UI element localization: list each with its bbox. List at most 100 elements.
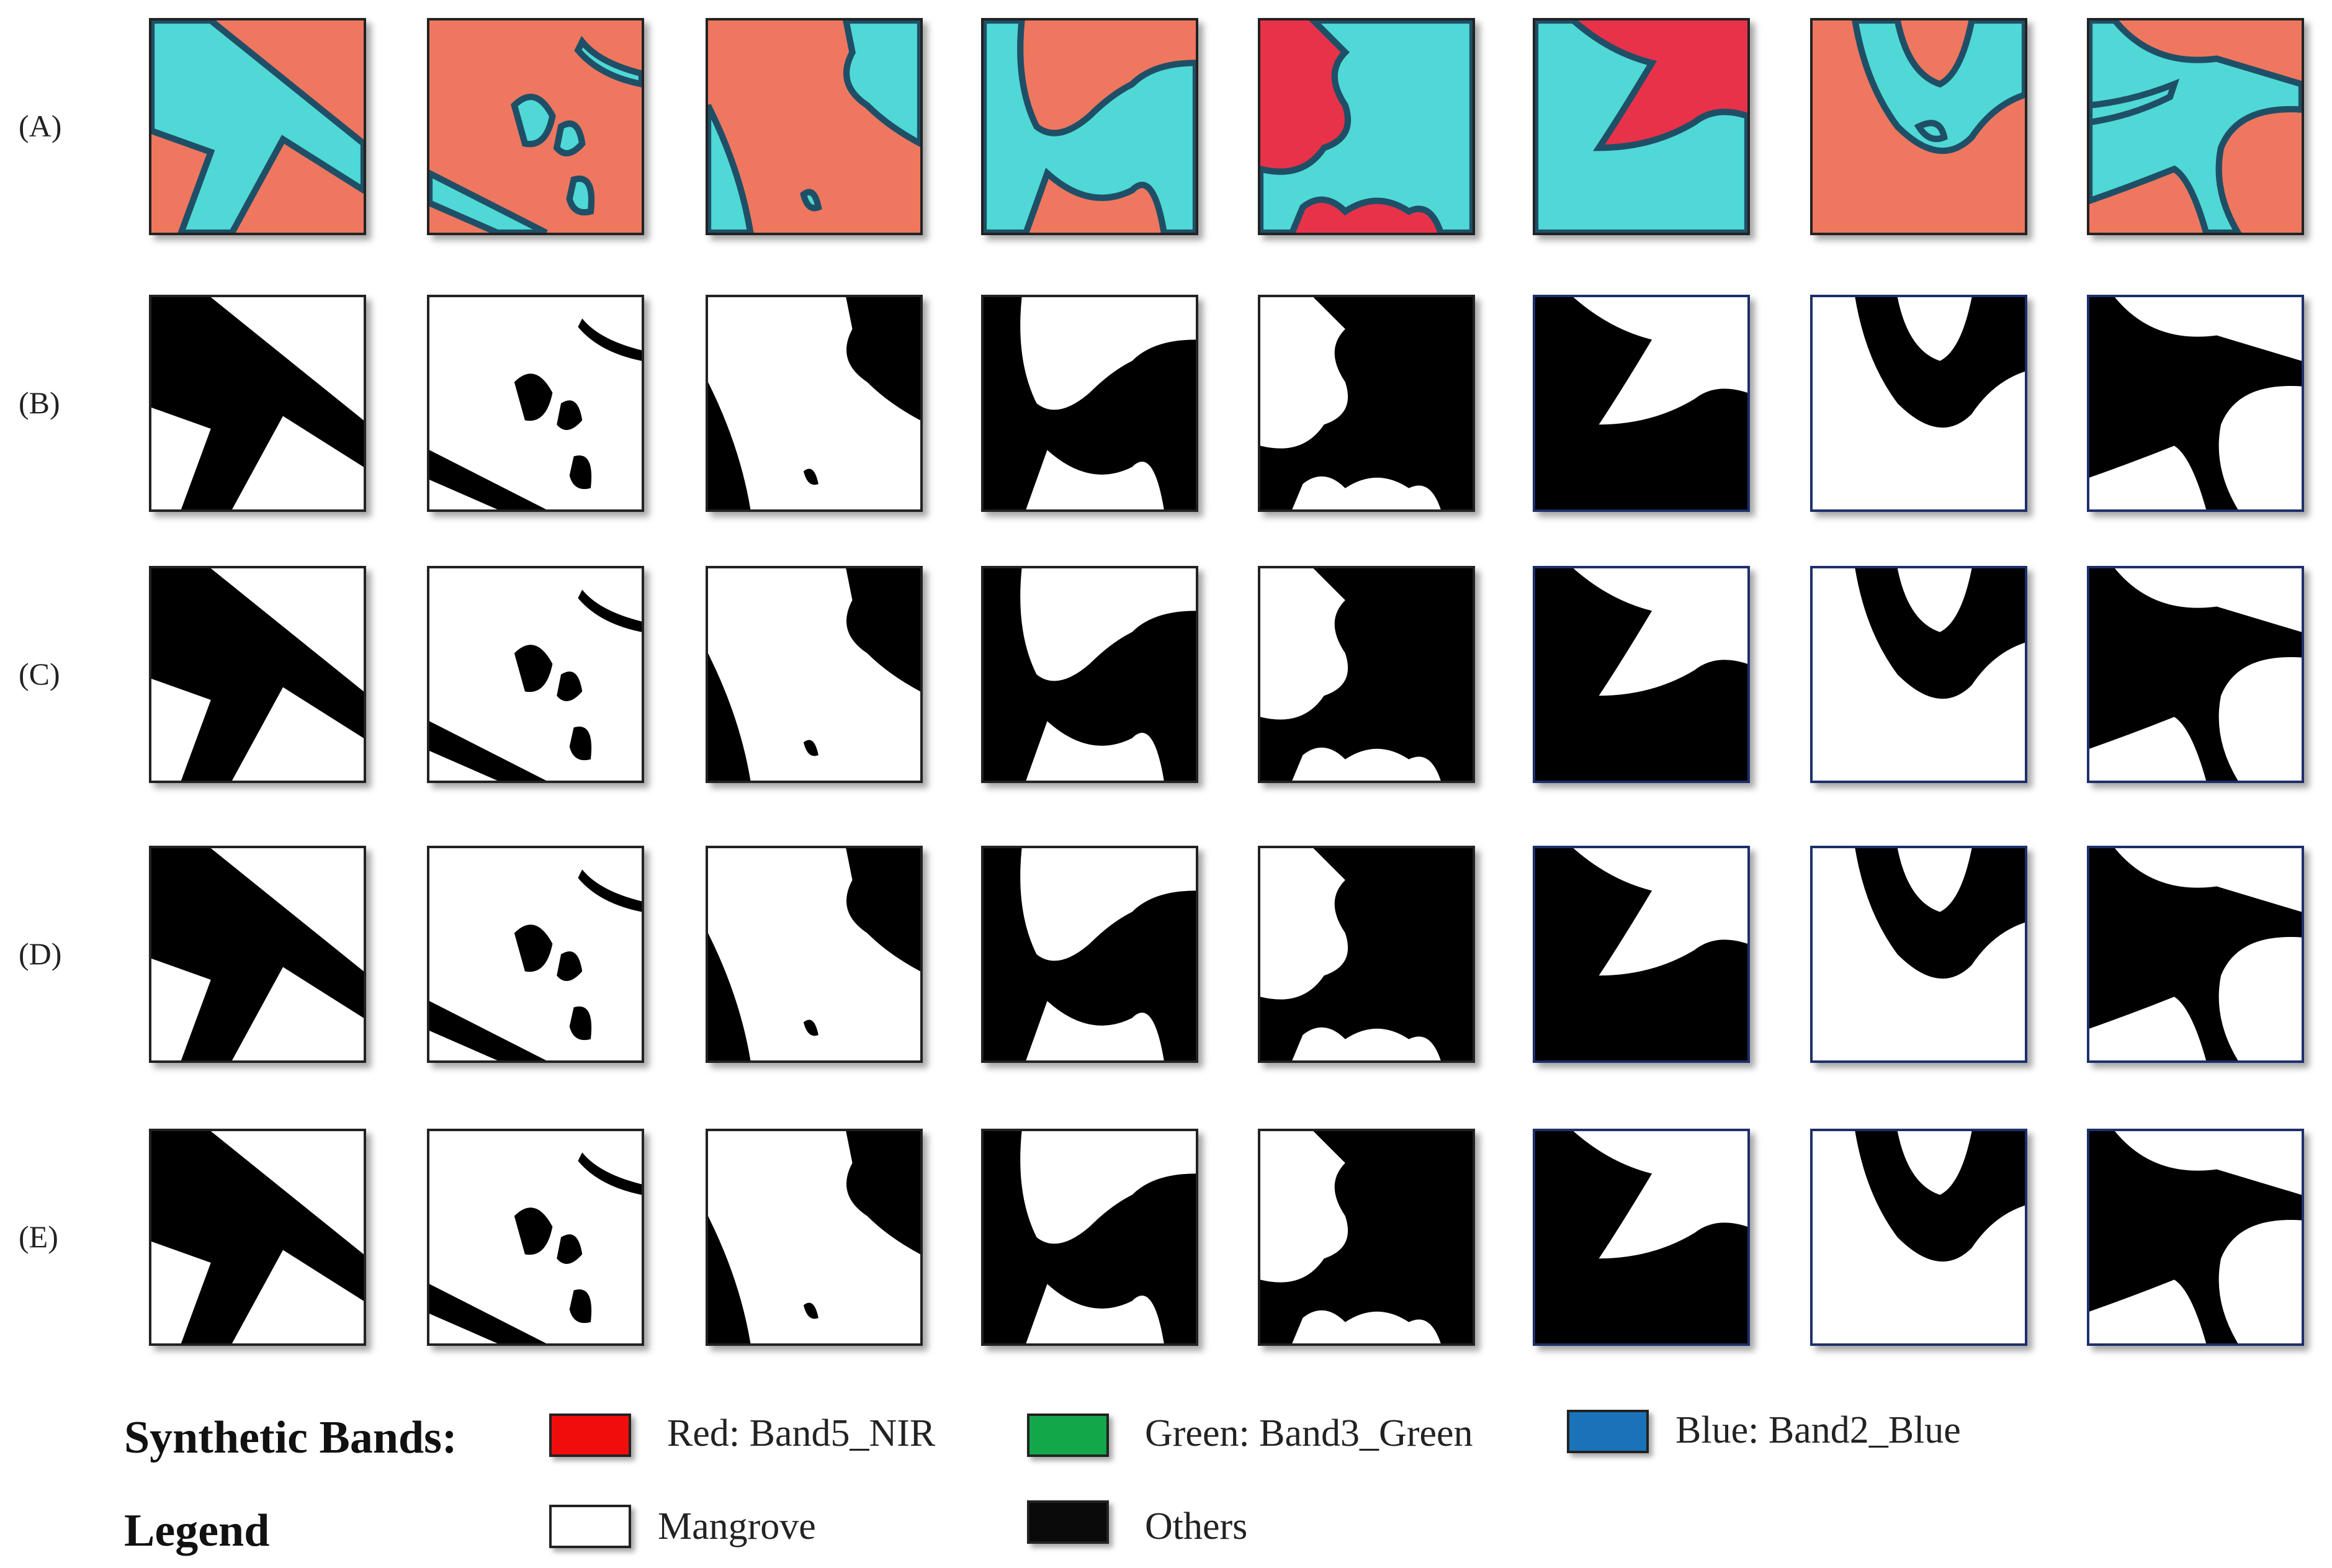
band-label: Red: Band5_NIR (667, 1412, 936, 1454)
tile-image (708, 1131, 920, 1343)
region (1260, 848, 1473, 1060)
region (151, 1131, 364, 1343)
tile-image (151, 568, 364, 781)
region (151, 297, 364, 509)
mask-tile (149, 295, 366, 512)
satellite-tile (2087, 18, 2304, 235)
tile-image (1535, 20, 1747, 233)
blue-swatch (1567, 1410, 1649, 1453)
tile-image (1260, 1131, 1473, 1343)
region (429, 35, 642, 233)
mask-tile (1810, 295, 2027, 512)
tile-image (151, 20, 364, 233)
satellite-tile (981, 18, 1198, 235)
region (1535, 20, 1747, 233)
tile-image (1813, 1131, 2025, 1343)
region (708, 1131, 920, 1343)
region (984, 568, 1196, 781)
region (1260, 20, 1473, 233)
tile-image (984, 568, 1196, 781)
others-swatch (1027, 1500, 1109, 1544)
region (151, 568, 364, 781)
mask-tile (2087, 295, 2304, 512)
region (708, 20, 920, 233)
region (708, 568, 920, 781)
tile-image (1260, 568, 1473, 781)
class-label: Mangrove (658, 1505, 816, 1548)
satellite-tile (1810, 18, 2027, 235)
legend-title: Legend (124, 1505, 270, 1556)
tile-image (1535, 1131, 1747, 1343)
tile-image (429, 20, 642, 233)
region (2089, 20, 2302, 233)
region (429, 589, 642, 781)
region (1855, 1131, 2025, 1262)
mask-tile (981, 846, 1198, 1063)
mask-tile (1533, 846, 1750, 1063)
region (1855, 297, 2025, 428)
mask-tile (149, 846, 366, 1063)
mask-tile (706, 295, 923, 512)
region (2089, 1131, 2302, 1343)
mask-tile (427, 846, 644, 1063)
region (1535, 297, 1747, 509)
region (429, 869, 642, 1060)
tile-image (1535, 568, 1747, 781)
tile-image (1535, 297, 1747, 509)
mask-tile (706, 846, 923, 1063)
region (151, 848, 364, 1060)
row-label: (B) (19, 385, 60, 420)
mask-tile (1258, 295, 1475, 512)
bands-title: Synthetic Bands: (124, 1412, 457, 1463)
tile-image (1535, 848, 1747, 1060)
satellite-tile (1258, 18, 1475, 235)
mask-tile (149, 1129, 366, 1346)
mask-tile (427, 295, 644, 512)
region (2089, 297, 2302, 509)
region (429, 318, 642, 509)
region (2089, 568, 2302, 781)
mask-tile (1810, 1129, 2027, 1346)
band-label: Green: Band3_Green (1145, 1412, 1473, 1454)
region (151, 20, 364, 233)
region (984, 1131, 1196, 1343)
tile-image (1813, 848, 2025, 1060)
mask-tile (2087, 566, 2304, 783)
tile-image (2089, 848, 2302, 1060)
region (1260, 568, 1473, 781)
tile-image (1260, 848, 1473, 1060)
region (1260, 297, 1473, 509)
region (1852, 20, 2025, 155)
region (1535, 848, 1747, 1060)
tile-image (2089, 297, 2302, 509)
region (1855, 568, 2025, 699)
tile-image (1813, 568, 2025, 781)
mask-tile (1258, 1129, 1475, 1346)
mask-tile (1810, 846, 2027, 1063)
region (1855, 848, 2025, 979)
row-label: (A) (19, 109, 62, 143)
mangrove-swatch (549, 1505, 631, 1548)
region (429, 1152, 642, 1343)
mask-tile (1258, 846, 1475, 1063)
band-label: Blue: Band2_Blue (1675, 1409, 1961, 1451)
region (708, 297, 920, 509)
green-swatch (1027, 1413, 1109, 1457)
satellite-tile (706, 18, 923, 235)
region (1260, 1131, 1473, 1343)
region (984, 848, 1196, 1060)
tile-image (984, 1131, 1196, 1343)
mask-tile (981, 295, 1198, 512)
tile-image (1813, 20, 2025, 233)
mask-tile (149, 566, 366, 783)
region (708, 848, 920, 1060)
tile-image (984, 848, 1196, 1060)
row-label: (D) (19, 936, 62, 971)
tile-image (429, 848, 642, 1060)
region (1535, 568, 1747, 781)
tile-image (1813, 297, 2025, 509)
mask-tile (1258, 566, 1475, 783)
tile-image (429, 297, 642, 509)
mask-tile (2087, 846, 2304, 1063)
